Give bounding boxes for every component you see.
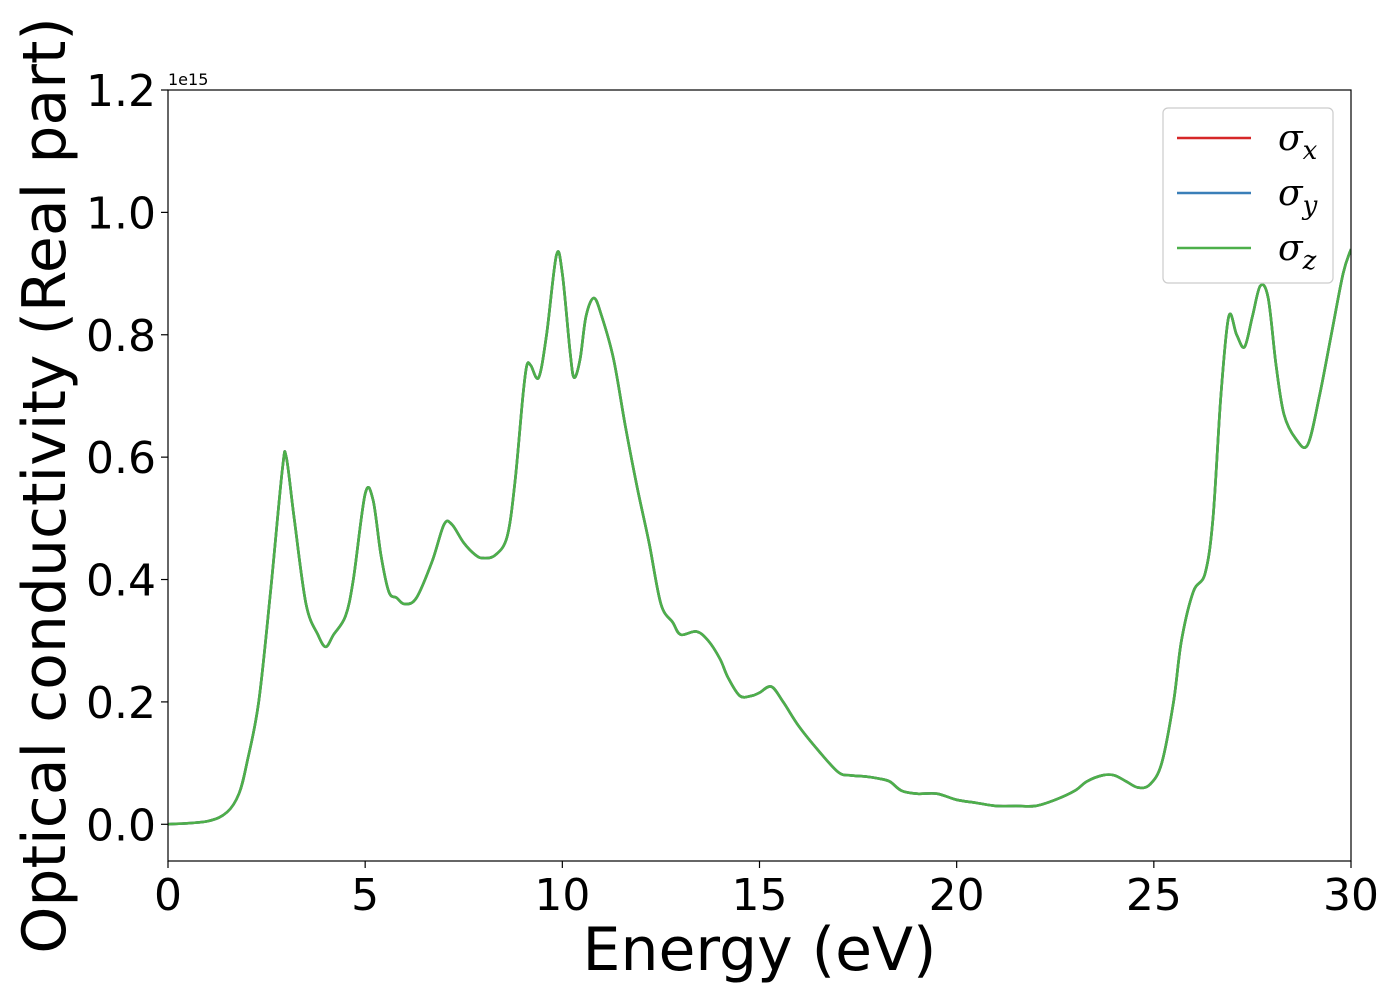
- y-tick-label: 0.4: [86, 556, 156, 607]
- legend-label-x: σx: [1278, 118, 1318, 166]
- x-tick-label: 0: [154, 870, 182, 921]
- x-tick-label: 10: [534, 870, 590, 921]
- y-offset-label: 1e15: [168, 70, 208, 89]
- y-tick-label: 0.6: [86, 433, 156, 484]
- series-layer: [168, 248, 1351, 826]
- y-tick-label: 0.0: [86, 800, 156, 851]
- series-line-z: [168, 248, 1351, 826]
- legend-label-z: σz: [1278, 228, 1317, 276]
- y-tick-label: 1.0: [86, 188, 156, 239]
- x-tick-label: 5: [351, 870, 379, 921]
- x-tick-label: 25: [1126, 870, 1182, 921]
- legend-label-y: σy: [1278, 173, 1318, 221]
- y-tick-label: 1.2: [86, 66, 156, 117]
- y-tick-label: 0.8: [86, 311, 156, 362]
- y-axis-label: Optical conductivity (Real part): [10, 17, 80, 954]
- x-axis-label: Energy (eV): [583, 915, 937, 985]
- legend-box: [1162, 107, 1334, 284]
- y-tick-label: 0.2: [86, 678, 156, 729]
- series-line-x: [168, 248, 1351, 826]
- series-line-y: [168, 248, 1351, 826]
- x-tick-label: 20: [929, 870, 985, 921]
- x-tick-label: 15: [732, 870, 788, 921]
- legend: σx σy σz: [1162, 107, 1334, 284]
- ticks-layer: 0 5 10 15 20 25 30 0.0 0.2 0.4 0.6 0.8 1.0 1.2: [86, 66, 1379, 921]
- x-tick-label: 30: [1323, 870, 1379, 921]
